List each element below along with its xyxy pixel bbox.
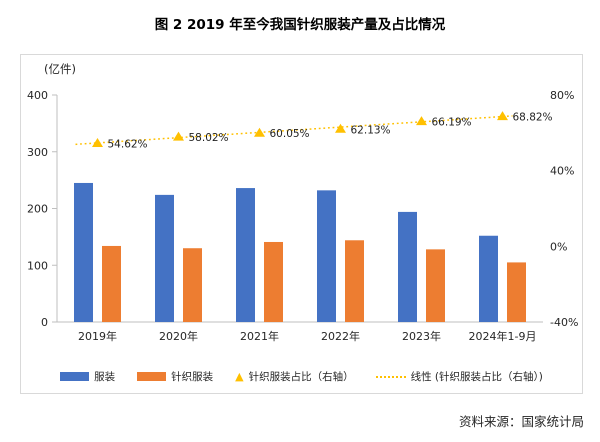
legend-bar-swatch-icon bbox=[60, 372, 90, 381]
legend-bar-swatch-icon bbox=[137, 372, 167, 381]
chart-frame bbox=[20, 54, 583, 394]
right-axis-tick-label: 0% bbox=[550, 240, 567, 253]
legend-label-3: 线性 (针织服装占比（右轴）) bbox=[410, 371, 543, 383]
x-axis-category-label: 2024年1-9月 bbox=[469, 329, 537, 343]
bar-series1-cat5 bbox=[507, 262, 526, 322]
bar-series0-cat5 bbox=[479, 235, 498, 322]
ratio-data-label-cat1: 58.02% bbox=[189, 132, 229, 144]
left-axis-tick-label: 100 bbox=[27, 259, 48, 272]
ratio-data-label-cat5: 68.82% bbox=[513, 112, 553, 124]
source-note: 资料来源：国家统计局 bbox=[458, 414, 584, 429]
triangle-marker-cat5 bbox=[497, 111, 508, 121]
legend-item-1: 针织服装 bbox=[137, 369, 213, 384]
legend-triangle-icon: ▲ bbox=[235, 369, 244, 383]
legend-label-1: 针织服装 bbox=[171, 371, 214, 383]
x-axis-category-label: 2022年 bbox=[321, 329, 360, 343]
legend-label-2: 针织服装占比（右轴） bbox=[248, 371, 354, 383]
left-axis-tick-label: 300 bbox=[27, 146, 48, 159]
left-axis-tick-label: 200 bbox=[27, 203, 48, 216]
bar-series1-cat1 bbox=[183, 248, 202, 322]
ratio-data-label-cat2: 60.05% bbox=[270, 128, 310, 140]
triangle-marker-cat2 bbox=[254, 127, 265, 137]
right-axis-tick-label: 40% bbox=[550, 165, 574, 178]
left-axis-tick-label: 400 bbox=[27, 89, 48, 102]
trendline-dotted bbox=[75, 115, 513, 146]
bar-series1-cat2 bbox=[264, 241, 283, 322]
chart-title: 图 2 2019 年至今我国针织服装产量及占比情况 bbox=[154, 17, 446, 33]
bar-series0-cat1 bbox=[155, 194, 174, 322]
bar-series1-cat0 bbox=[102, 245, 121, 322]
right-axis-tick-label: -40% bbox=[550, 316, 578, 329]
legend-item-0: 服装 bbox=[60, 369, 115, 384]
bar-series0-cat4 bbox=[398, 211, 417, 322]
bar-series0-cat2 bbox=[236, 188, 255, 322]
left-axis-unit-label: (亿件) bbox=[44, 62, 76, 76]
bar-series1-cat4 bbox=[426, 249, 445, 322]
bar-series1-cat3 bbox=[345, 240, 364, 322]
bar-series0-cat3 bbox=[317, 190, 336, 322]
triangle-marker-cat1 bbox=[173, 131, 184, 141]
legend-dotted-line-icon bbox=[375, 375, 406, 378]
x-axis-category-label: 2021年 bbox=[240, 329, 279, 343]
legend-label-0: 服装 bbox=[94, 371, 116, 383]
ratio-data-label-cat4: 66.19% bbox=[432, 117, 472, 129]
left-axis-tick-label: 0 bbox=[41, 316, 48, 329]
legend-item-3: 线性 (针织服装占比（右轴）) bbox=[375, 369, 543, 384]
ratio-data-label-cat3: 62.13% bbox=[351, 124, 391, 136]
triangle-marker-cat4 bbox=[416, 116, 427, 126]
right-axis-tick-label: 80% bbox=[550, 89, 574, 102]
x-axis-category-label: 2020年 bbox=[159, 329, 198, 343]
x-axis-category-label: 2023年 bbox=[402, 329, 441, 343]
triangle-marker-cat3 bbox=[335, 123, 346, 133]
bar-series0-cat0 bbox=[74, 182, 93, 322]
x-axis-category-label: 2019年 bbox=[78, 329, 117, 343]
legend-item-2: ▲ 针织服装占比（右轴） bbox=[235, 369, 353, 384]
triangle-marker-cat0 bbox=[92, 138, 103, 148]
ratio-data-label-cat0: 54.62% bbox=[108, 139, 148, 151]
legend: 服装 针织服装 ▲ 针织服装占比（右轴） 线性 (针织服装占比（右轴）) bbox=[30, 369, 573, 384]
